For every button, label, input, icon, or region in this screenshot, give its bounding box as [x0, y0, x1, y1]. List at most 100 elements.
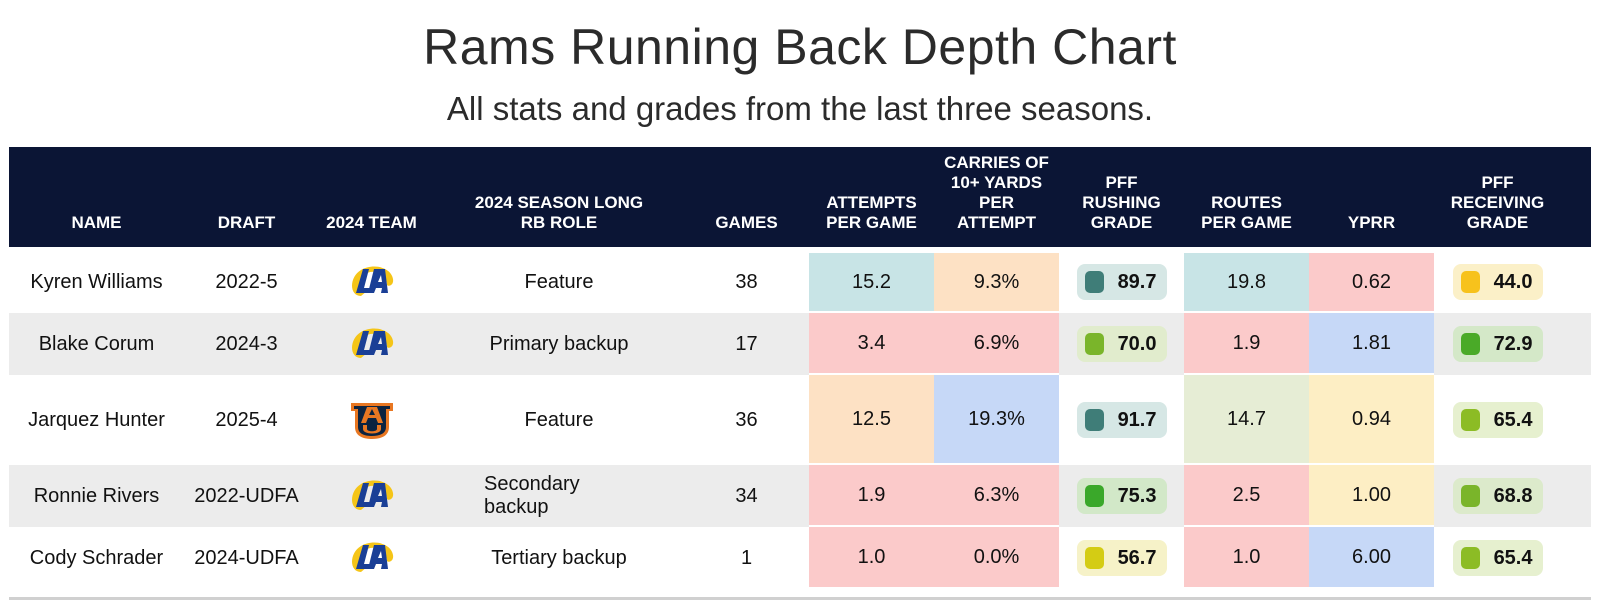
cell-yprr: 6.00 — [1309, 527, 1434, 589]
header-rush_grade[interactable]: PFF RUSHING GRADE — [1082, 173, 1161, 232]
cell-name: Blake Corum — [38, 332, 155, 355]
grade-color-swatch — [1084, 485, 1104, 507]
grade-value: 65.4 — [1493, 408, 1533, 431]
cell-apg: 3.4 — [809, 313, 934, 375]
grade-color-swatch — [1084, 271, 1104, 293]
cell-draft: 2025-4 — [215, 408, 278, 431]
cell-yprr: 0.94 — [1309, 375, 1434, 465]
cell-games: 34 — [735, 484, 758, 507]
grade-value: 91.7 — [1117, 408, 1157, 431]
cell-name: Ronnie Rivers — [33, 484, 160, 507]
header-recv_grade[interactable]: PFF RECEIVING GRADE — [1450, 173, 1545, 232]
header-name[interactable]: NAME — [71, 213, 122, 232]
rams-logo — [347, 539, 397, 577]
cell-carries10: 6.3% — [934, 465, 1059, 527]
grade-badge: 91.7 — [1076, 402, 1167, 438]
rams-logo — [347, 477, 397, 515]
cell-role: Feature — [524, 270, 594, 293]
cell-games: 1 — [740, 546, 753, 569]
grade-value: 65.4 — [1493, 546, 1533, 569]
grade-value: 70.0 — [1117, 332, 1157, 355]
page-subtitle: All stats and grades from the last three… — [446, 90, 1154, 127]
cell-recv_grade: 65.4 — [1434, 527, 1561, 589]
grade-badge: 65.4 — [1452, 540, 1543, 576]
cell-apg: 15.2 — [809, 251, 934, 313]
cell-carries10: 6.9% — [934, 313, 1059, 375]
header-carries10[interactable]: CARRIES OF 10+ YARDS PER ATTEMPT — [944, 153, 1049, 232]
table-body: Kyren Williams 2022-5 Feature 38 15.2 9.3% 89.… — [9, 251, 1591, 589]
grade-badge: 89.7 — [1076, 264, 1167, 300]
cell-rpg: 1.9 — [1184, 313, 1309, 375]
cell-rush_grade: 75.3 — [1059, 465, 1184, 527]
grade-badge: 70.0 — [1076, 326, 1167, 362]
grade-color-swatch — [1460, 547, 1480, 569]
cell-apg: 1.0 — [809, 527, 934, 589]
cell-draft: 2022-5 — [215, 270, 278, 293]
rams-logo — [347, 263, 397, 301]
table-row: Jarquez Hunter 2025-4 Feature 36 12.5 19.3% 91… — [9, 375, 1591, 465]
cell-rush_grade: 70.0 — [1059, 313, 1184, 375]
cell-team — [309, 465, 434, 527]
page-title: Rams Running Back Depth Chart — [423, 19, 1177, 75]
cell-games: 38 — [735, 270, 758, 293]
grade-color-swatch — [1460, 333, 1480, 355]
cell-carries10: 19.3% — [934, 375, 1059, 465]
cell-games: 36 — [735, 408, 758, 431]
grade-badge: 56.7 — [1076, 540, 1167, 576]
header-yprr[interactable]: YPRR — [1347, 213, 1396, 232]
grade-value: 56.7 — [1117, 546, 1157, 569]
cell-team — [309, 375, 434, 465]
cell-name: Kyren Williams — [30, 270, 163, 293]
grade-badge: 65.4 — [1452, 402, 1543, 438]
cell-name: Cody Schrader — [29, 546, 164, 569]
table-row: Cody Schrader 2024-UDFA Tertiary backup 1 1.… — [9, 527, 1591, 589]
grade-color-swatch — [1084, 547, 1104, 569]
cell-team — [309, 313, 434, 375]
cell-yprr: 1.00 — [1309, 465, 1434, 527]
header-apg[interactable]: ATTEMPTS PER GAME — [826, 193, 917, 232]
cell-draft: 2022-UDFA — [194, 484, 299, 507]
grade-value: 68.8 — [1493, 484, 1533, 507]
cell-games: 17 — [735, 332, 758, 355]
cell-apg: 12.5 — [809, 375, 934, 465]
cell-name: Jarquez Hunter — [28, 408, 165, 431]
cell-rpg: 14.7 — [1184, 375, 1309, 465]
grade-value: 75.3 — [1117, 484, 1157, 507]
cell-draft: 2024-UDFA — [194, 546, 299, 569]
cell-draft: 2024-3 — [215, 332, 278, 355]
grade-color-swatch — [1460, 485, 1480, 507]
grade-color-swatch — [1460, 271, 1480, 293]
grade-badge: 44.0 — [1452, 264, 1543, 300]
cell-apg: 1.9 — [809, 465, 934, 527]
cell-carries10: 0.0% — [934, 527, 1059, 589]
header-rpg[interactable]: ROUTES PER GAME — [1201, 193, 1292, 232]
header-role[interactable]: 2024 SEASON LONG RB ROLE — [474, 193, 644, 232]
grade-value: 44.0 — [1493, 270, 1533, 293]
table-header: NAME DRAFT 2024 TEAM 2024 SEASON LONG RB RO… — [9, 147, 1591, 247]
table-row: Ronnie Rivers 2022-UDFA Secondary backup 34… — [9, 465, 1591, 527]
rams-logo — [347, 325, 397, 363]
cell-role: Feature — [524, 408, 594, 431]
cell-rpg: 1.0 — [1184, 527, 1309, 589]
cell-rush_grade: 91.7 — [1059, 375, 1184, 465]
table-bottom-border — [9, 597, 1591, 600]
header-team[interactable]: 2024 TEAM — [326, 213, 417, 232]
cell-yprr: 0.62 — [1309, 251, 1434, 313]
header-draft[interactable]: DRAFT — [217, 213, 276, 232]
table-row: Blake Corum 2024-3 Primary backup 17 3.4 6.9%… — [9, 313, 1591, 375]
cell-rpg: 19.8 — [1184, 251, 1309, 313]
cell-rpg: 2.5 — [1184, 465, 1309, 527]
cell-team — [309, 251, 434, 313]
header-games[interactable]: GAMES — [715, 213, 778, 232]
table-row: Kyren Williams 2022-5 Feature 38 15.2 9.3% 89.… — [9, 251, 1591, 313]
grade-color-swatch — [1084, 409, 1104, 431]
cell-role: Primary backup — [489, 332, 629, 355]
cell-recv_grade: 72.9 — [1434, 313, 1561, 375]
cell-role: Tertiary backup — [491, 546, 627, 569]
cell-role: Secondary backup — [484, 473, 580, 518]
cell-recv_grade: 65.4 — [1434, 375, 1561, 465]
grade-color-swatch — [1084, 333, 1104, 355]
grade-badge: 75.3 — [1076, 478, 1167, 514]
grade-badge: 68.8 — [1452, 478, 1543, 514]
cell-recv_grade: 68.8 — [1434, 465, 1561, 527]
